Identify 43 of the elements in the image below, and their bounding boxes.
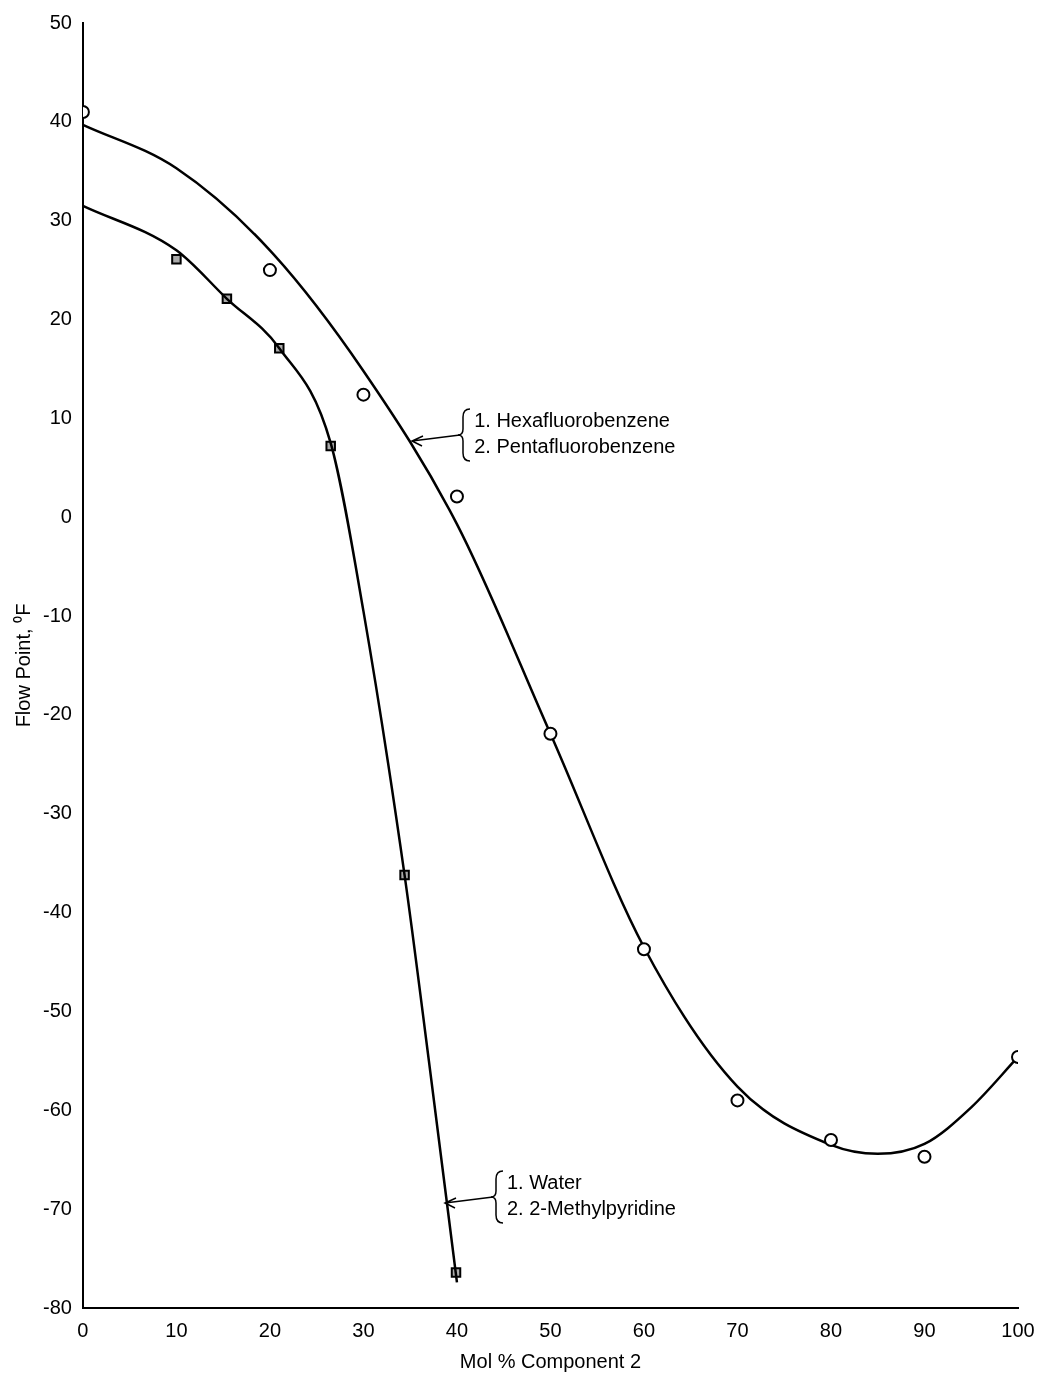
y-tick-label: -40	[43, 900, 72, 923]
point	[823, 1132, 838, 1147]
x-tick-label: 20	[258, 1318, 282, 1341]
x-tick-label: 90	[913, 1318, 936, 1341]
point	[399, 869, 410, 881]
point	[730, 1093, 745, 1108]
x-tick-label: 70	[726, 1318, 749, 1341]
point	[356, 387, 371, 402]
y-tick-label: -20	[43, 702, 72, 725]
x-tick-label: 100	[1001, 1318, 1035, 1341]
x-tick-label: 10	[165, 1318, 188, 1341]
y-tick-label: -10	[43, 603, 72, 626]
point	[274, 342, 285, 354]
y-tick-label: 0	[60, 504, 72, 527]
y-tick-label: -50	[43, 998, 72, 1021]
point	[636, 942, 651, 957]
y-tick-label: 40	[49, 109, 72, 132]
point	[543, 726, 558, 741]
y-axis-title: Flow Point, ⁰F	[11, 603, 34, 728]
x-tick-label: 40	[445, 1318, 469, 1341]
point	[917, 1149, 932, 1164]
y-tick-label: -80	[43, 1295, 72, 1318]
x-axis-title: Mol % Component 2	[459, 1349, 642, 1372]
y-tick-label: 30	[49, 208, 72, 231]
x-tick-label: 0	[77, 1318, 89, 1341]
y-tick-label: -60	[43, 1097, 72, 1120]
point	[450, 1267, 462, 1278]
point	[449, 489, 464, 504]
point	[262, 263, 277, 278]
x-tick-label: 80	[819, 1318, 843, 1341]
x-tick-label: 30	[352, 1318, 375, 1341]
x-tick-label: 50	[539, 1318, 562, 1341]
point	[325, 440, 336, 452]
y-tick-label: 20	[49, 307, 72, 330]
y-tick-label: 10	[49, 405, 72, 428]
y-tick-label: -30	[43, 801, 72, 824]
y-tick-label: 50	[49, 10, 72, 33]
y-tick-label: -70	[43, 1196, 72, 1219]
point	[221, 293, 233, 305]
point	[171, 254, 182, 265]
annotation: 1. Hexafluorobenzene 2. Pentafluorobenzene	[474, 409, 676, 458]
annotation: 1. Water 2. 2-Methylpyridine	[506, 1171, 676, 1220]
x-tick-label: 60	[632, 1318, 656, 1341]
